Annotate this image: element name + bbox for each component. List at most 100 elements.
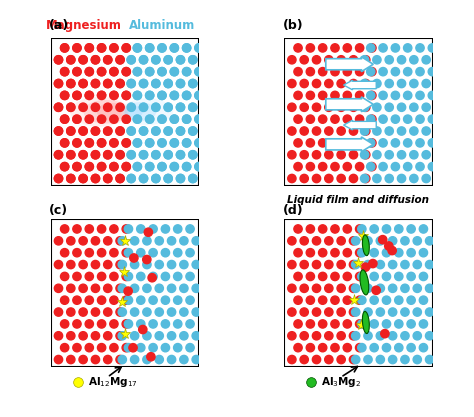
Circle shape [173,249,182,257]
Circle shape [116,151,124,159]
Circle shape [85,44,93,52]
Circle shape [407,296,415,304]
Circle shape [331,91,339,100]
Circle shape [104,103,112,111]
Circle shape [67,308,75,316]
Circle shape [173,320,182,328]
Circle shape [426,260,434,269]
Circle shape [146,115,154,123]
Circle shape [116,103,124,111]
Circle shape [61,320,69,328]
Ellipse shape [125,106,143,118]
Circle shape [189,103,197,111]
Circle shape [373,127,381,135]
Circle shape [366,163,375,171]
Circle shape [91,174,100,183]
Circle shape [170,163,179,171]
Circle shape [288,308,296,316]
Circle shape [195,91,203,100]
Ellipse shape [110,106,125,118]
Circle shape [361,263,370,271]
Circle shape [428,163,437,171]
Circle shape [312,355,321,364]
Circle shape [104,79,112,88]
Circle shape [167,355,176,364]
Circle shape [127,127,136,135]
Circle shape [161,296,170,304]
Circle shape [130,355,139,364]
Circle shape [127,55,136,64]
Circle shape [127,103,136,111]
Circle shape [422,103,430,111]
Circle shape [79,332,87,340]
Circle shape [158,163,166,171]
Circle shape [79,174,87,183]
Circle shape [116,308,124,316]
Circle shape [85,320,93,328]
Circle shape [180,332,188,340]
Circle shape [186,272,194,281]
Circle shape [155,308,164,316]
Circle shape [356,139,364,147]
Circle shape [116,79,124,88]
Circle shape [61,68,69,76]
Circle shape [356,44,364,52]
Circle shape [300,79,309,88]
Circle shape [383,296,391,304]
Circle shape [85,225,93,233]
Circle shape [55,79,63,88]
Circle shape [158,44,166,52]
Circle shape [294,296,302,304]
Circle shape [91,151,100,159]
Circle shape [312,79,321,88]
Circle shape [98,249,106,257]
Circle shape [104,237,112,245]
Circle shape [91,55,100,64]
Circle shape [349,103,357,111]
Circle shape [98,44,106,52]
Circle shape [356,91,364,100]
Circle shape [127,174,136,183]
Circle shape [325,103,333,111]
Circle shape [152,79,160,88]
Circle shape [67,79,75,88]
Circle shape [164,151,173,159]
Circle shape [110,115,118,123]
Circle shape [133,115,142,123]
Circle shape [331,249,339,257]
Circle shape [85,44,93,52]
Circle shape [98,139,106,147]
Circle shape [116,284,124,292]
Circle shape [397,174,406,183]
Circle shape [300,284,309,292]
Circle shape [356,225,364,233]
Circle shape [98,139,106,147]
Circle shape [104,332,112,340]
Circle shape [73,163,81,171]
Circle shape [368,91,376,100]
Circle shape [195,68,203,76]
Circle shape [376,260,384,269]
Circle shape [133,163,142,171]
Circle shape [124,296,133,304]
Circle shape [133,115,142,123]
Circle shape [67,79,75,88]
Circle shape [61,225,69,233]
Circle shape [325,332,333,340]
Circle shape [146,44,154,52]
Circle shape [67,151,75,159]
Circle shape [189,151,197,159]
Circle shape [189,55,197,64]
Circle shape [133,91,142,100]
Circle shape [143,237,151,245]
Circle shape [67,284,75,292]
Circle shape [182,139,191,147]
Circle shape [319,344,327,352]
Circle shape [300,332,309,340]
Text: (d): (d) [283,204,303,217]
Circle shape [352,308,360,316]
Circle shape [110,163,118,171]
Circle shape [73,296,81,304]
Circle shape [139,103,148,111]
Circle shape [79,127,87,135]
